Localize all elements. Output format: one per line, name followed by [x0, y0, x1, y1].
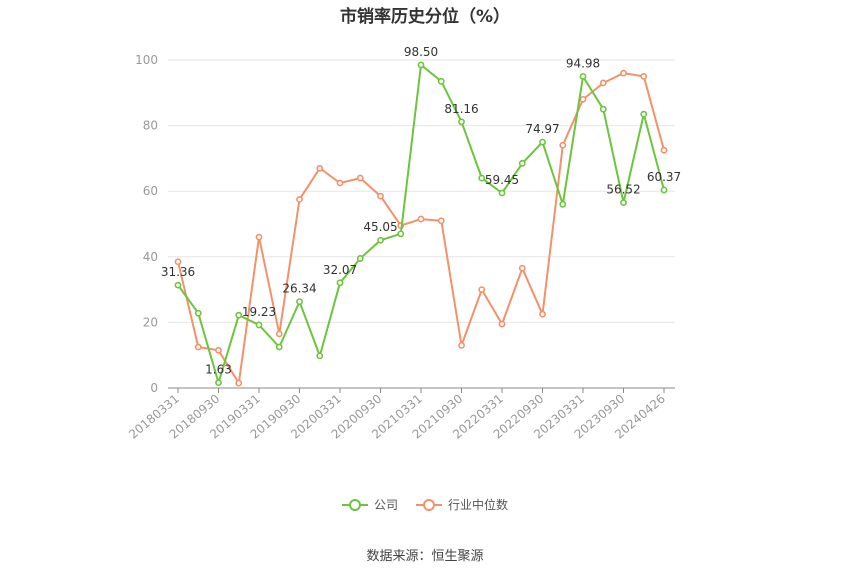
data-point-company [559, 200, 567, 208]
legend-swatch-company-icon [341, 498, 368, 512]
chart-title: 市销率历史分位（%） [339, 7, 511, 27]
data-point-company [296, 298, 303, 306]
data-point-company [397, 230, 405, 238]
data-point-industry [275, 330, 283, 338]
series-line-industry [177, 72, 665, 385]
data-label: 60.37 [647, 170, 681, 184]
data-label: 19.23 [242, 305, 276, 319]
data-point-company [437, 77, 445, 85]
data-label: 1.63 [205, 363, 232, 377]
series-lines [174, 61, 668, 387]
axes: 0204060801002018033120180930201903312019… [126, 53, 675, 442]
data-point-industry [599, 79, 607, 87]
legend: 公司 行业中位数 [0, 496, 850, 513]
y-tick-label: 0 [150, 381, 158, 395]
data-point-industry [174, 258, 182, 266]
data-label: 74.97 [525, 122, 559, 136]
data-point-company [275, 343, 283, 351]
data-point-company [599, 105, 607, 113]
data-point-industry [640, 73, 648, 80]
y-tick-label: 100 [135, 53, 158, 67]
data-point-company [174, 281, 182, 289]
data-label: 59.45 [485, 173, 519, 187]
data-label: 31.36 [161, 265, 195, 279]
grid-lines [168, 59, 675, 323]
y-tick-label: 20 [143, 315, 158, 329]
data-point-company [215, 379, 222, 387]
data-point-company [235, 311, 243, 319]
legend-swatch-industry-icon [416, 498, 442, 512]
data-point-company [478, 174, 486, 182]
data-point-industry [194, 343, 202, 351]
series-line-company [177, 63, 665, 384]
data-point-industry [356, 174, 364, 182]
y-tick-label: 80 [143, 119, 158, 133]
data-point-company [458, 118, 465, 126]
data-point-company [640, 110, 648, 118]
y-tick-label: 40 [143, 250, 158, 264]
data-point-industry [620, 69, 627, 77]
data-source: 数据来源：恒生聚源 [366, 549, 484, 564]
data-point-company [336, 279, 344, 287]
data-point-company [620, 199, 627, 207]
data-point-company [255, 321, 263, 329]
data-point-industry [377, 192, 384, 200]
data-point-industry [417, 215, 425, 223]
data-point-company [316, 352, 324, 360]
data-point-company [377, 236, 384, 244]
data-label: 81.16 [444, 102, 478, 116]
data-point-industry [478, 286, 486, 293]
legend-item-industry[interactable]: 行业中位数 [416, 496, 508, 513]
data-point-company [539, 138, 546, 146]
data-point-company [498, 189, 506, 197]
data-point-industry [215, 346, 222, 354]
data-point-industry [235, 379, 243, 387]
data-point-industry [559, 141, 567, 149]
data-point-company [660, 186, 668, 194]
data-point-industry [437, 217, 445, 225]
data-point-company [356, 255, 364, 262]
data-point-industry [296, 195, 303, 203]
data-point-company [417, 61, 425, 69]
data-point-industry [579, 95, 587, 103]
y-tick-label: 60 [143, 184, 158, 198]
data-point-industry [255, 233, 263, 241]
data-point-industry [660, 146, 668, 154]
data-label: 45.05 [363, 220, 397, 234]
data-point-company [194, 309, 202, 317]
data-label: 56.52 [606, 183, 640, 197]
data-label: 32.07 [323, 263, 357, 277]
data-point-industry [336, 179, 344, 187]
legend-label-industry: 行业中位数 [448, 498, 509, 512]
data-label: 26.34 [282, 282, 316, 296]
data-point-industry [458, 341, 465, 349]
legend-item-company[interactable]: 公司 [341, 496, 398, 513]
data-point-company [579, 73, 587, 80]
data-point-industry [518, 264, 526, 272]
data-point-company [518, 159, 526, 167]
data-label: 98.50 [404, 45, 438, 59]
data-point-industry [316, 164, 324, 172]
data-point-industry [539, 310, 546, 318]
legend-label-company: 公司 [373, 498, 398, 512]
data-point-industry [498, 320, 506, 328]
data-label: 94.98 [566, 56, 600, 70]
data-labels: 31.36 1.63 19.23 26.34 32.07 45.05 98.50 81.16 5… [161, 45, 681, 377]
